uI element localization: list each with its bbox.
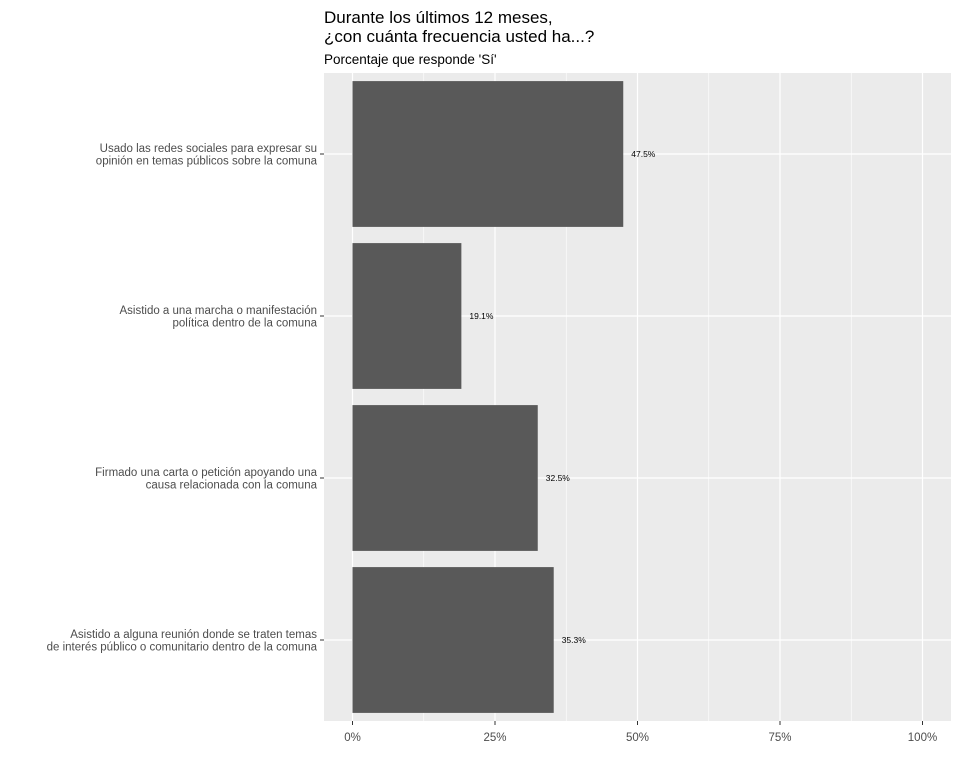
- category-label: opinión en temas públicos sobre la comun…: [96, 155, 318, 167]
- chart-subtitle: Porcentaje que responde 'Sí': [324, 52, 497, 67]
- x-tick-label: 25%: [483, 732, 506, 744]
- category-label: causa relacionada con la comuna: [146, 479, 318, 491]
- category-label: política dentro de la comuna: [173, 317, 318, 329]
- category-label: Asistido a una marcha o manifestación: [119, 305, 317, 317]
- chart-title-line-1: Durante los últimos 12 meses,: [324, 8, 553, 27]
- bar: [352, 567, 554, 713]
- chart-title: Durante los últimos 12 meses, ¿con cuánt…: [324, 8, 594, 46]
- data-label: 32.5%: [546, 473, 571, 483]
- data-label: 35.3%: [562, 635, 587, 645]
- x-tick-label: 100%: [908, 732, 937, 744]
- category-label: de interés público o comunitario dentro …: [47, 641, 318, 653]
- data-labels: 47.5% 19.1% 32.5% 35.3%: [469, 149, 655, 645]
- bar: [352, 81, 624, 227]
- category-label: Firmado una carta o petición apoyando un…: [95, 467, 317, 479]
- bar: [352, 405, 538, 551]
- x-tick-label: 75%: [768, 732, 791, 744]
- y-axis: Usado las redes sociales para expresar s…: [47, 143, 324, 653]
- x-tick-label: 50%: [626, 732, 649, 744]
- x-tick-label: 0%: [344, 732, 361, 744]
- chart-title-line-2: ¿con cuánta frecuencia usted ha...?: [324, 27, 594, 46]
- x-axis: 0% 25% 50% 75% 100%: [344, 721, 937, 744]
- category-label: Asistido a alguna reunión donde se trate…: [70, 629, 317, 641]
- category-label: Usado las redes sociales para expresar s…: [100, 143, 317, 155]
- data-label: 19.1%: [469, 311, 494, 321]
- bar: [352, 243, 462, 389]
- data-label: 47.5%: [631, 149, 656, 159]
- bars: [352, 81, 624, 713]
